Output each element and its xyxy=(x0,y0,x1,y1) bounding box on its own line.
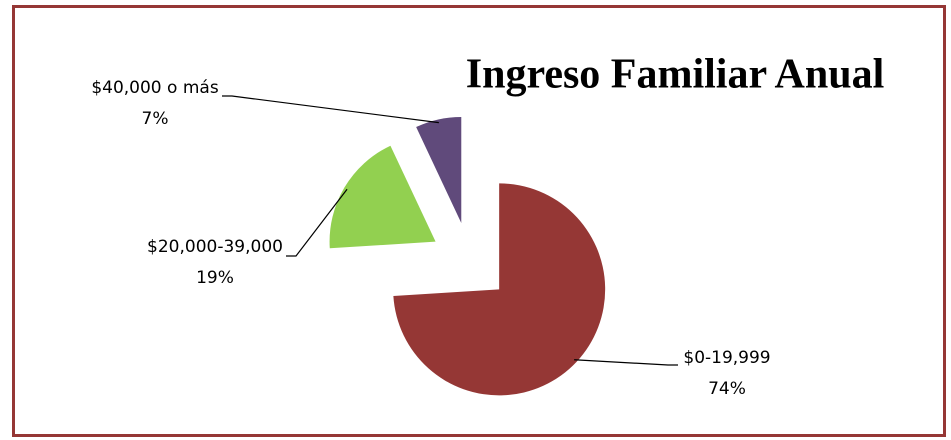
value-label: 7% xyxy=(142,109,169,129)
chart-title: Ingreso Familiar Anual xyxy=(466,52,885,98)
slice-label: $40,000 o más xyxy=(91,78,218,98)
pie-slice xyxy=(393,183,606,396)
leader-line xyxy=(574,359,678,366)
pie-slice xyxy=(416,116,462,223)
slice-label: $20,000-39,000 xyxy=(147,237,283,257)
pie-slice xyxy=(329,145,436,249)
slice-label: $0-19,999 xyxy=(683,348,770,368)
leader-line xyxy=(222,95,439,124)
value-label: 19% xyxy=(196,268,234,288)
value-label: 74% xyxy=(708,379,746,399)
leader-line xyxy=(286,188,348,257)
frame xyxy=(12,5,946,437)
